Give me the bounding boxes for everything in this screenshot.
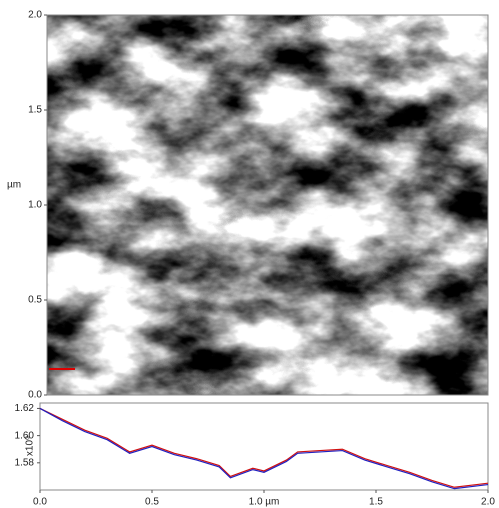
afm-image <box>47 15 488 395</box>
y-tick-label: 1.0 <box>28 200 42 211</box>
y-tick-label: 1.58 <box>15 457 35 468</box>
y-tick-label: 1.5 <box>28 105 42 116</box>
x-tick-label: 1.0 µm <box>249 497 280 508</box>
y-tick-label: 1.62 <box>15 403 35 414</box>
image-y-label: µm <box>7 180 21 191</box>
x-tick-label: 2.0 <box>481 497 495 508</box>
y-tick-label: 0.0 <box>28 390 42 401</box>
x-tick-label: 0.5 <box>145 497 159 508</box>
x-tick-label: 1.5 <box>369 497 383 508</box>
y-tick-label: 2.0 <box>28 10 42 21</box>
x-tick-label: 0.0 <box>33 497 47 508</box>
profile-line <box>39 407 489 490</box>
profile-y-label: x10⁰ <box>25 436 36 456</box>
y-tick-label: 1.60 <box>15 430 35 441</box>
y-tick-label: 0.5 <box>28 295 42 306</box>
profile-line <box>39 407 489 488</box>
